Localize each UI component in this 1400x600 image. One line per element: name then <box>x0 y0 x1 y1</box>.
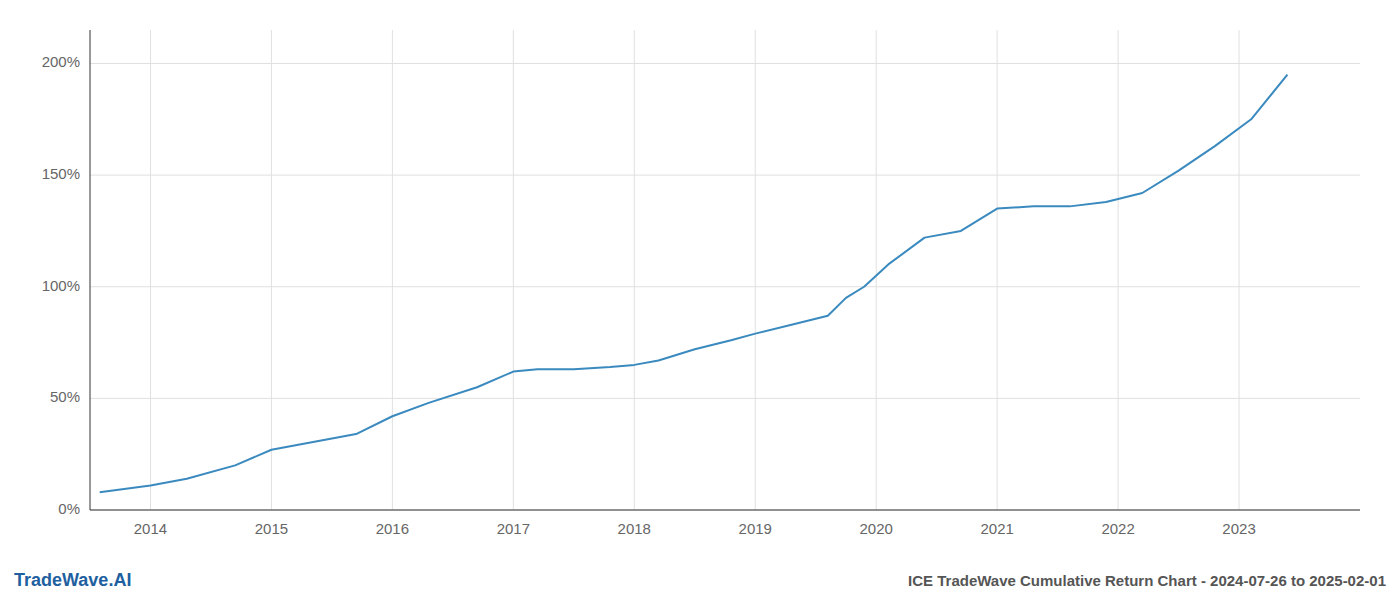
x-grid-line <box>997 30 998 510</box>
x-tick-label: 2015 <box>255 520 288 537</box>
x-grid-line <box>392 30 393 510</box>
page: {"chart_data": {"type": "line", "title":… <box>0 0 1400 600</box>
x-tick-label: 2017 <box>497 520 530 537</box>
x-grid-line <box>150 30 151 510</box>
y-tick-labels: 0% 50% 100% 150% 200% <box>42 53 80 517</box>
y-tick-label: 50% <box>50 388 80 405</box>
x-grid-line <box>1118 30 1119 510</box>
x-tick-label: 2022 <box>1101 520 1134 537</box>
x-tick-label: 2019 <box>739 520 772 537</box>
annotation: TradeWave.AI <box>14 570 131 590</box>
x-grid-line <box>755 30 756 510</box>
series <box>100 75 1288 492</box>
x-tick-label: 2016 <box>376 520 409 537</box>
x-axis-line <box>90 510 1360 511</box>
y-tick-label: 100% <box>42 277 80 294</box>
y-tick-label: 200% <box>42 53 80 70</box>
x-tick-label: 2023 <box>1222 520 1255 537</box>
x-tick-label: 2021 <box>980 520 1013 537</box>
y-grid-line <box>90 286 1360 287</box>
x-grid-line <box>876 30 877 510</box>
y-grid-line <box>90 398 1360 399</box>
grid <box>90 30 1360 510</box>
x-grid-line <box>513 30 514 510</box>
x-tick-label: 2014 <box>134 520 167 537</box>
x-grid-line <box>271 30 272 510</box>
chart: 0%50%100%150%200%20142015201620172018201… <box>0 0 1400 600</box>
y-tick-label: 0% <box>58 500 80 517</box>
x-tick-label: 2018 <box>618 520 651 537</box>
y-grid-line <box>90 510 1360 511</box>
y-axis-line <box>90 30 91 510</box>
x-grid-line <box>634 30 635 510</box>
y-tick-label: 150% <box>42 165 80 182</box>
x-grid-line <box>1239 30 1240 510</box>
line <box>100 75 1288 492</box>
x-tick-label: 2020 <box>860 520 893 537</box>
x-tick-labels: 2014 2015 2016 2017 2018 2019 2020 2021 2022 2023 <box>134 520 1256 537</box>
y-grid-line <box>90 63 1360 64</box>
title: ICE TradeWave Cumulative Return Chart - … <box>908 572 1386 589</box>
